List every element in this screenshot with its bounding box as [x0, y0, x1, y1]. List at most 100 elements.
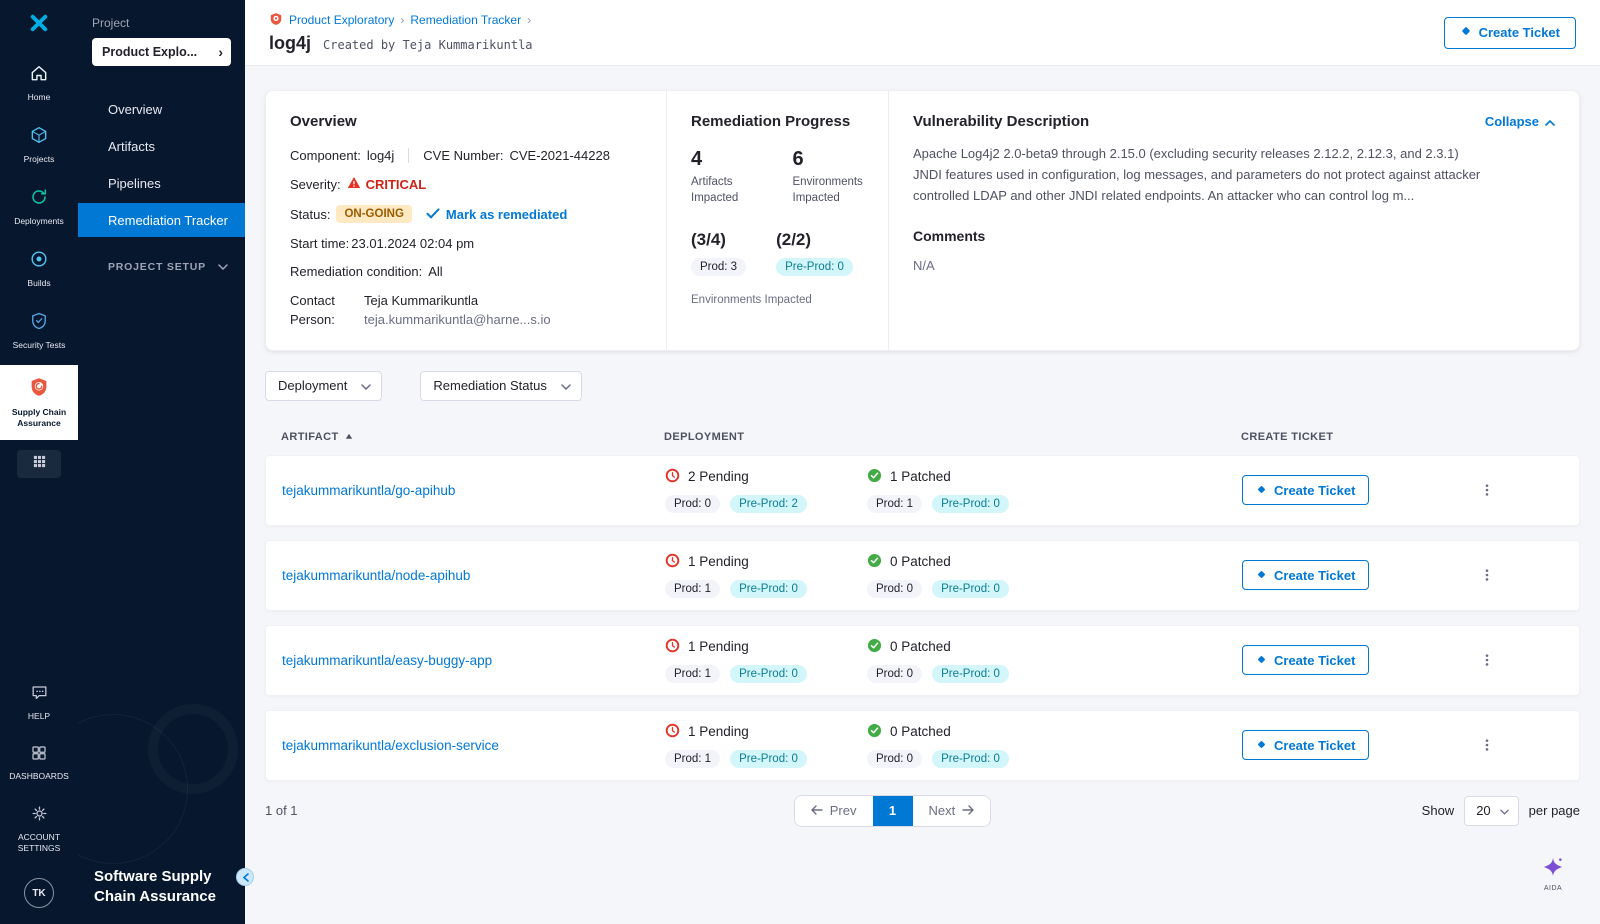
pending-count: 1 Pending	[688, 639, 749, 654]
sidebar-item-help[interactable]: HELP	[0, 675, 78, 730]
sidebar-item-artifacts[interactable]: Artifacts	[78, 129, 245, 163]
severity-label: Severity:	[290, 177, 341, 192]
mark-as-remediated-link[interactable]: Mark as remediated	[426, 207, 567, 222]
rail-item-label: Deployments	[14, 216, 64, 227]
sidebar-item-remediation-tracker[interactable]: Remediation Tracker	[78, 203, 245, 237]
deployments-icon	[29, 187, 49, 212]
artifact-link[interactable]: tejakummarikuntla/go-apihub	[282, 483, 665, 498]
diamond-icon	[1256, 738, 1267, 753]
environments-impacted-label: Environments Impacted	[793, 175, 865, 206]
sidebar-item-account-settings[interactable]: ACCOUNT SETTINGS	[0, 796, 78, 862]
pending-count: 1 Pending	[688, 724, 749, 739]
sidebar-item-overview[interactable]: Overview	[78, 92, 245, 126]
sidebar-item-projects[interactable]: Projects	[0, 117, 78, 173]
patched-count: 0 Patched	[890, 554, 951, 569]
supply-chain-assurance-icon	[28, 376, 50, 403]
sidebar-item-builds[interactable]: Builds	[0, 241, 78, 297]
component-label: Component:	[290, 148, 361, 163]
pending-icon	[665, 468, 680, 486]
patched-count: 0 Patched	[890, 639, 951, 654]
sca-module-icon	[269, 12, 283, 29]
diamond-icon	[1460, 25, 1472, 40]
artifact-link[interactable]: tejakummarikuntla/node-apihub	[282, 568, 665, 583]
sidebar-item-deployments[interactable]: Deployments	[0, 179, 78, 235]
pending-preprod-badge: Pre-Prod: 0	[730, 665, 807, 683]
pending-icon	[665, 553, 680, 571]
module-rail: Home Projects Deployments Builds Securit…	[0, 0, 78, 924]
breadcrumb-link-product-exploratory[interactable]: Product Exploratory	[289, 13, 394, 27]
help-chat-icon	[30, 683, 49, 707]
patched-preprod-badge: Pre-Prod: 0	[932, 750, 1009, 768]
breadcrumb-separator: ›	[527, 13, 531, 27]
row-create-ticket-button[interactable]: Create Ticket	[1242, 475, 1369, 505]
project-setup-toggle[interactable]: PROJECT SETUP	[78, 261, 245, 273]
arrow-right-icon	[962, 803, 974, 818]
start-time-label: Start time:	[290, 236, 349, 251]
artifact-link[interactable]: tejakummarikuntla/exclusion-service	[282, 738, 665, 753]
patched-preprod-badge: Pre-Prod: 0	[932, 665, 1009, 683]
harness-logo-icon[interactable]	[26, 10, 52, 41]
prod-badge: Prod: 3	[691, 258, 746, 276]
collapse-link[interactable]: Collapse	[1485, 114, 1555, 129]
column-header-artifact[interactable]: ARTIFACT	[281, 431, 664, 443]
rail-item-label: Security Tests	[13, 340, 66, 351]
diamond-icon	[1256, 568, 1267, 583]
environments-impacted-footnote: Environments Impacted	[691, 294, 864, 306]
remediation-condition-label: Remediation condition:	[290, 264, 422, 279]
artifact-link[interactable]: tejakummarikuntla/easy-buggy-app	[282, 653, 665, 668]
content-area: Overview Component: log4j CVE Number: CV…	[245, 66, 1600, 924]
page-number-button[interactable]: 1	[873, 796, 913, 826]
rail-item-label: Supply Chain Assurance	[3, 407, 75, 429]
deployment-filter-select[interactable]: Deployment	[265, 371, 382, 401]
row-create-ticket-button[interactable]: Create Ticket	[1242, 730, 1369, 760]
module-grid-button[interactable]	[17, 450, 61, 478]
sidebar-item-pipelines[interactable]: Pipelines	[78, 166, 245, 200]
table-header: ARTIFACT DEPLOYMENT CREATE TICKET	[265, 431, 1580, 443]
pending-prod-badge: Prod: 1	[665, 665, 720, 683]
breadcrumb-separator: ›	[400, 13, 404, 27]
rail-item-label: Builds	[27, 278, 50, 289]
sidebar-collapse-handle[interactable]	[236, 868, 254, 886]
pending-cell: 1 Pending Prod: 1 Pre-Prod: 0	[665, 638, 867, 683]
row-menu-button[interactable]	[1410, 737, 1563, 753]
aida-sparkle-icon	[1542, 856, 1564, 883]
security-tests-icon	[29, 311, 49, 336]
patched-cell: 0 Patched Prod: 0 Pre-Prod: 0	[867, 553, 1242, 598]
pagination-bar: 1 of 1 Prev 1 Next	[265, 795, 1580, 827]
patched-preprod-badge: Pre-Prod: 0	[932, 580, 1009, 598]
aida-assistant-button[interactable]: AIDA	[1542, 856, 1564, 892]
artifacts-impacted-label: Artifacts Impacted	[691, 175, 763, 206]
row-create-ticket-button[interactable]: Create Ticket	[1242, 560, 1369, 590]
table-row: tejakummarikuntla/node-apihub 1 Pending …	[265, 540, 1580, 611]
create-ticket-button[interactable]: Create Ticket	[1444, 17, 1576, 49]
chevron-up-icon	[1545, 114, 1555, 129]
page-title: log4j	[269, 33, 311, 54]
row-menu-button[interactable]	[1410, 567, 1563, 583]
row-menu-button[interactable]	[1410, 482, 1563, 498]
artifacts-impacted-count: 4	[691, 148, 763, 171]
remediation-status-filter-select[interactable]: Remediation Status	[420, 371, 581, 401]
row-create-ticket-button[interactable]: Create Ticket	[1242, 645, 1369, 675]
patched-preprod-badge: Pre-Prod: 0	[932, 495, 1009, 513]
sidebar-item-dashboards[interactable]: DASHBOARDS	[0, 736, 78, 790]
sidebar-item-home[interactable]: Home	[0, 55, 78, 111]
cve-value: CVE-2021-44228	[510, 148, 610, 163]
preprod-badge: Pre-Prod: 0	[776, 258, 853, 276]
patched-icon	[867, 638, 882, 656]
sidebar-item-security-tests[interactable]: Security Tests	[0, 303, 78, 359]
pending-cell: 1 Pending Prod: 1 Pre-Prod: 0	[665, 723, 867, 768]
avatar[interactable]: TK	[24, 878, 54, 908]
next-page-button[interactable]: Next	[913, 796, 991, 826]
chevron-down-icon	[1500, 803, 1509, 818]
prev-page-button[interactable]: Prev	[795, 796, 873, 826]
page-size-select[interactable]: 20	[1464, 796, 1518, 826]
gear-icon	[30, 804, 49, 828]
remediation-condition-value: All	[428, 264, 442, 279]
project-selector[interactable]: Product Explo... ›	[92, 38, 231, 66]
breadcrumb-link-remediation-tracker[interactable]: Remediation Tracker	[410, 13, 521, 27]
rail-item-label: HELP	[28, 711, 50, 722]
row-menu-button[interactable]	[1410, 652, 1563, 668]
pending-preprod-badge: Pre-Prod: 0	[730, 580, 807, 598]
sidebar-item-supply-chain-assurance[interactable]: Supply Chain Assurance	[0, 365, 78, 440]
chevron-down-icon	[361, 378, 371, 393]
